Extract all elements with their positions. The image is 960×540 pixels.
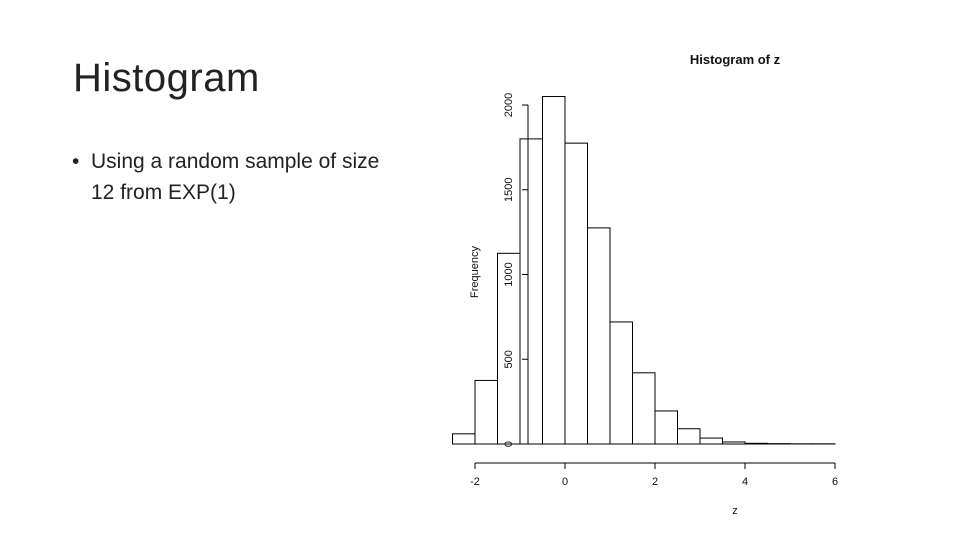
histogram-bar-9 [654,410,678,445]
x-tick-label: 0 [562,476,568,488]
histogram-bar-5 [564,142,588,445]
x-axis: -2 0 2 4 6 [470,462,838,488]
histogram-bar-3 [519,138,543,445]
x-tick-label: -2 [470,476,480,488]
chart-title: Histogram of z [690,52,781,67]
x-tick-label: 4 [742,476,748,488]
histogram-bar-13 [744,442,768,445]
histogram-bar-6 [587,227,611,445]
bullet-item: • Using a random sample of size 12 from E… [72,146,402,208]
histogram-bar-10 [677,428,701,445]
histogram-bars [452,96,836,445]
x-tick-label: 6 [832,476,838,488]
y-tick-label: 2000 [503,93,515,117]
bullet-text: Using a random sample of size 12 from EX… [91,150,380,204]
y-tick-label: 0 [503,441,515,447]
histogram-bar-0 [452,433,476,445]
y-tick-label: 1000 [503,262,515,286]
histogram-bar-8 [632,372,656,445]
y-axis-label: Frequency [469,246,481,298]
slide-title: Histogram [73,56,260,100]
histogram-bar-12 [722,441,746,445]
x-tick-label: 2 [652,476,658,488]
bullet-dot-icon: • [72,150,80,173]
histogram-bar-11 [699,437,723,445]
y-tick-label: 1500 [503,178,515,202]
x-axis-label: z [732,505,738,517]
histogram-bar-7 [609,321,633,445]
histogram-bar-4 [542,96,566,445]
y-axis: 0 500 1000 1500 2000 [503,93,529,447]
y-tick-label: 500 [503,350,515,368]
histogram-bar-1 [474,379,498,445]
bullet-list: • Using a random sample of size 12 from E… [72,146,402,208]
